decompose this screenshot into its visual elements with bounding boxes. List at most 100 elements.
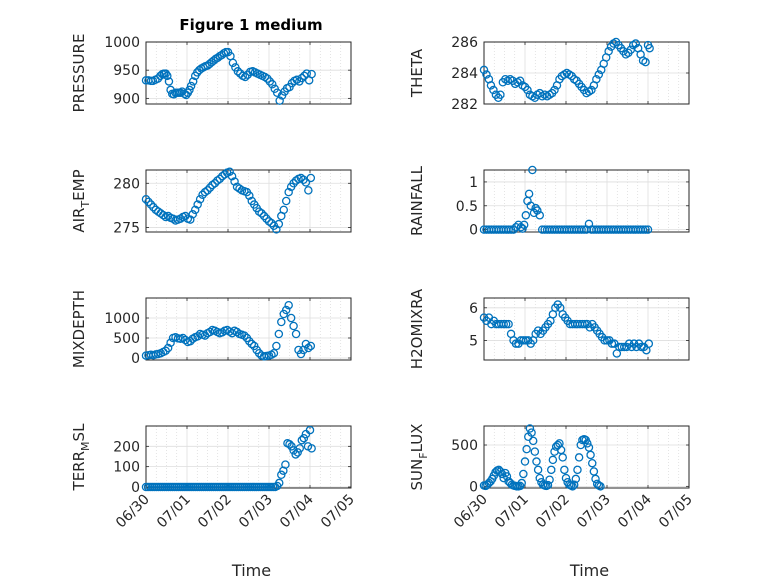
sun-flux-data-point bbox=[522, 444, 531, 454]
h2omixra-data-point bbox=[644, 339, 654, 348]
theta-data-point bbox=[592, 74, 601, 84]
terr-msl-data-point bbox=[307, 444, 316, 453]
sun-flux-data-point bbox=[548, 455, 558, 465]
terr-msl-y-axis-label-tail: SL bbox=[70, 423, 88, 442]
air-temp-data-point bbox=[198, 190, 207, 200]
rainfall-data-point bbox=[641, 225, 650, 234]
h2omixra-y-axis-label-text: H2OMIXRA bbox=[408, 288, 426, 369]
subplot-pressure: 900 950 1000 PRESSURE bbox=[70, 34, 352, 112]
h2omixra-data-point bbox=[499, 319, 508, 329]
pressure-data-point bbox=[260, 72, 270, 82]
pressure-data-point bbox=[228, 58, 238, 68]
air-temp-data-point bbox=[188, 210, 197, 219]
air-temp-data-point bbox=[227, 171, 237, 181]
sun-flux-data-point bbox=[533, 465, 543, 475]
air-temp-data-point bbox=[306, 173, 316, 183]
terr-msl-data-point bbox=[274, 478, 284, 488]
terr-msl-data-point bbox=[293, 448, 302, 457]
sun-flux-y-axis-label: SUNFLUX bbox=[408, 424, 430, 491]
h2omixra-data-point bbox=[617, 342, 627, 352]
mixdepth-y-tick-label: 0 bbox=[131, 351, 140, 367]
sun-flux-data-point bbox=[527, 428, 536, 437]
air-temp-data-point bbox=[230, 177, 239, 186]
mixdepth-data-point bbox=[247, 339, 257, 349]
rainfall-data-point bbox=[531, 203, 540, 213]
theta-data-point bbox=[641, 57, 650, 67]
pressure-y-tick-label: 1000 bbox=[104, 35, 140, 51]
air-temp-data-point bbox=[279, 205, 289, 215]
air-temp-data-point bbox=[215, 174, 225, 184]
rainfall-data-point bbox=[528, 165, 537, 175]
mixdepth-data-point bbox=[163, 343, 173, 353]
air-temp-data-point bbox=[186, 215, 195, 224]
pressure-data-point bbox=[163, 71, 172, 81]
rainfall-data-point bbox=[509, 225, 518, 234]
mixdepth-data-point bbox=[240, 331, 249, 340]
sun-flux-data-point bbox=[587, 458, 597, 468]
air-temp-data-point bbox=[235, 184, 244, 193]
pressure-data-point bbox=[292, 75, 302, 85]
theta-data-point bbox=[486, 81, 496, 90]
theta-y-axis-label-text: THETA bbox=[408, 48, 426, 98]
air-temp-data-point bbox=[225, 167, 234, 177]
theta-data-point bbox=[489, 85, 498, 95]
sun-flux-data-point bbox=[569, 480, 579, 489]
terr-msl-data-point bbox=[297, 435, 307, 445]
sun-flux-data-point bbox=[497, 469, 507, 479]
theta-data-point bbox=[515, 76, 525, 86]
h2omixra-axes-border bbox=[483, 297, 690, 361]
figure-title: Figure 1 medium bbox=[179, 16, 322, 34]
mixdepth-data-point bbox=[277, 317, 286, 327]
mixdepth-data-point bbox=[161, 346, 170, 356]
theta-y-tick-label: 284 bbox=[451, 66, 478, 82]
terr-msl-y-axis-label-subscript: M bbox=[79, 441, 92, 451]
air-temp-data-point bbox=[200, 187, 210, 197]
terr-msl-x-axis-label: Time bbox=[231, 561, 271, 580]
air-temp-data-point bbox=[304, 186, 313, 195]
mixdepth-y-axis-label: MIXDEPTH bbox=[70, 290, 88, 368]
air-temp-data-point bbox=[144, 197, 153, 207]
sun-flux-y-axis-label-tail: LUX bbox=[408, 424, 426, 453]
terr-msl-data-point bbox=[295, 444, 304, 453]
subplot-theta: 282 284 286 THETA bbox=[408, 35, 690, 113]
mixdepth-axes-border bbox=[145, 297, 352, 361]
pressure-data-point bbox=[188, 77, 198, 86]
theta-data-point bbox=[523, 85, 532, 95]
air-temp-data-point bbox=[257, 209, 266, 218]
terr-msl-data-point bbox=[277, 470, 286, 480]
air-temp-data-point bbox=[141, 194, 151, 204]
theta-data-point bbox=[594, 70, 604, 79]
rainfall-data-point bbox=[577, 225, 586, 234]
sun-flux-data-point bbox=[571, 474, 581, 484]
air-temp-data-point bbox=[289, 179, 298, 188]
pressure-data-point bbox=[307, 69, 316, 79]
rainfall-y-tick-label: 0.5 bbox=[456, 199, 478, 215]
terr-msl-y-tick-label: 100 bbox=[113, 460, 140, 476]
pressure-data-point bbox=[233, 67, 243, 76]
subplot-rainfall: 0 0.5 1 RAINFALL bbox=[408, 165, 690, 239]
air-temp-data-point bbox=[158, 210, 168, 220]
air-temp-data-point bbox=[203, 186, 212, 195]
theta-data-point bbox=[550, 85, 559, 95]
sun-flux-y-axis-label-subscript: F bbox=[417, 452, 430, 458]
sun-flux-data-point bbox=[574, 453, 584, 462]
mixdepth-y-tick-label: 1000 bbox=[104, 311, 140, 327]
terr-msl-data-point bbox=[305, 425, 315, 435]
terr-msl-data-point bbox=[299, 433, 309, 443]
sun-flux-data-point bbox=[535, 473, 545, 483]
sun-flux-data-point bbox=[586, 450, 595, 460]
air-temp-data-point bbox=[259, 211, 269, 221]
mixdepth-data-point bbox=[272, 341, 281, 351]
theta-data-point bbox=[631, 39, 640, 48]
air-temp-data-point bbox=[281, 196, 291, 206]
air-temp-y-tick-label: 280 bbox=[113, 176, 140, 192]
pressure-data-point bbox=[297, 73, 307, 83]
h2omixra-data-point bbox=[578, 319, 587, 329]
air-temp-y-axis-label-subscript: T bbox=[79, 201, 92, 209]
sun-flux-data-point bbox=[520, 457, 530, 466]
rainfall-data-point bbox=[518, 224, 527, 233]
mixdepth-data-point bbox=[304, 343, 313, 353]
terr-msl-data-point bbox=[285, 440, 294, 449]
sun-flux-data-point bbox=[596, 482, 605, 491]
